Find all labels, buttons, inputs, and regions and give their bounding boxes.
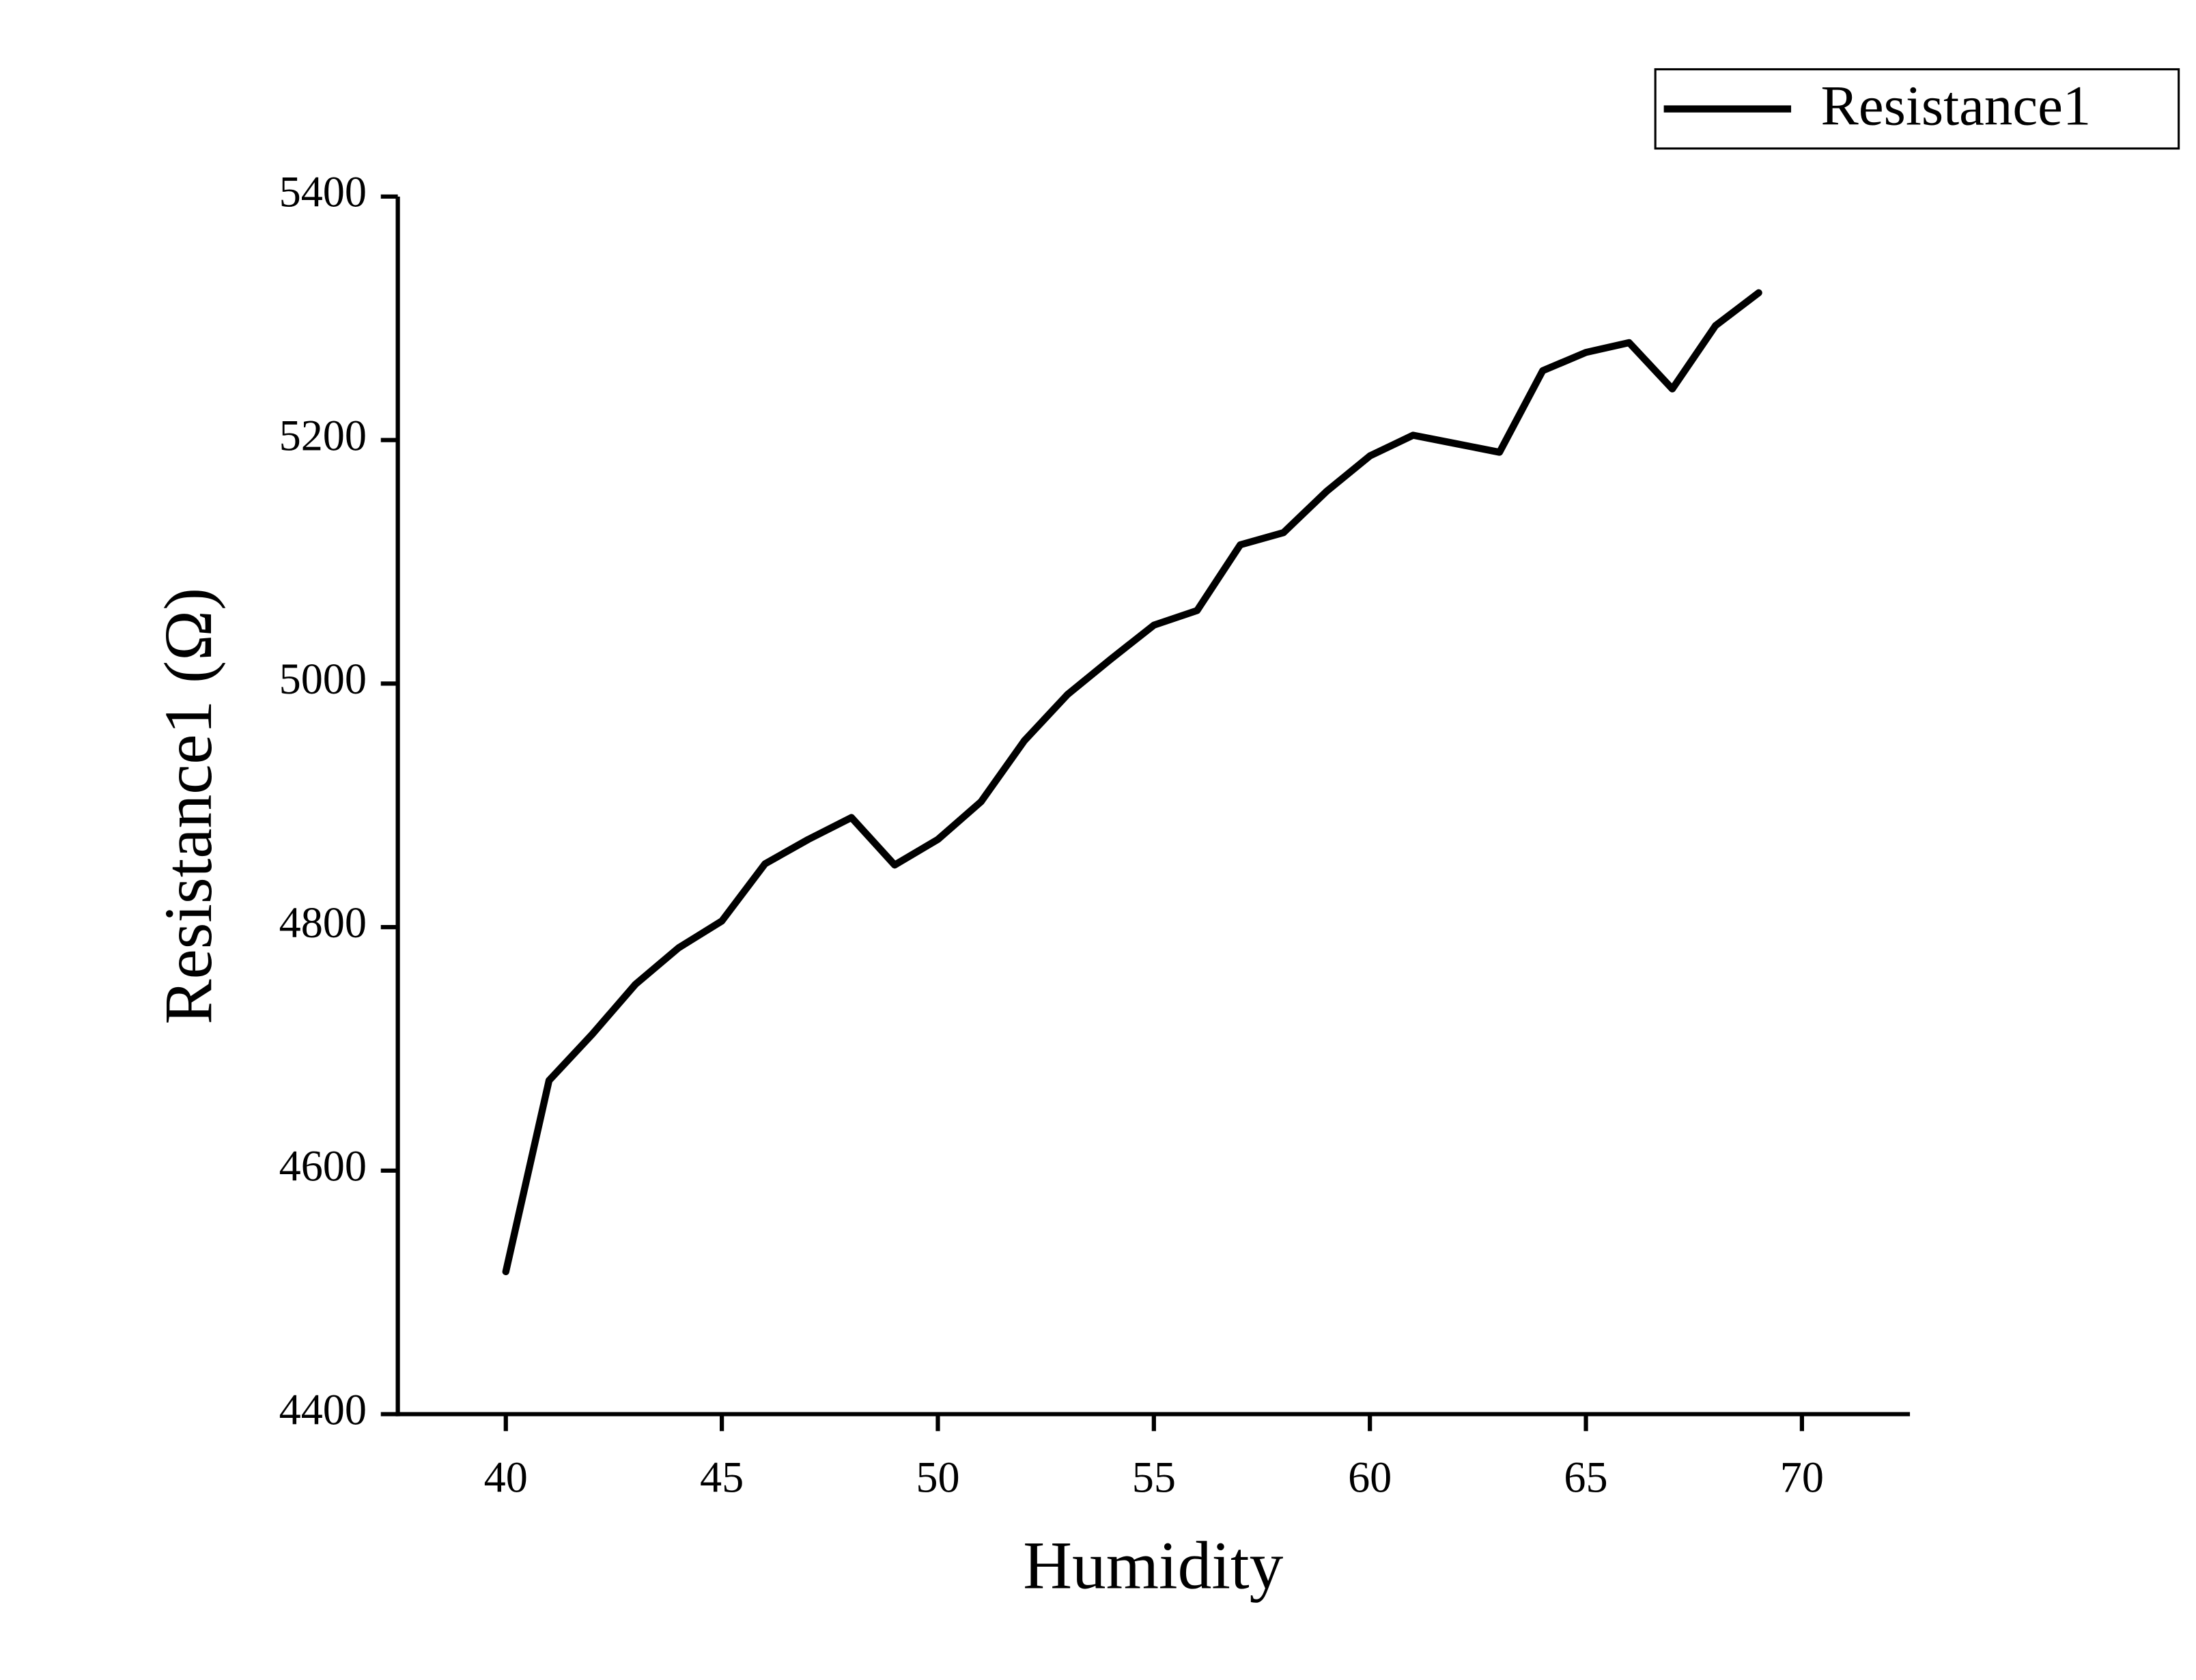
y-tick-label: 4400 bbox=[279, 1385, 367, 1434]
x-tick-label: 60 bbox=[1348, 1453, 1392, 1502]
y-tick-label: 4800 bbox=[279, 898, 367, 947]
legend-label: Resistance1 bbox=[1821, 74, 2092, 137]
x-axis-label: Humidity bbox=[1023, 1527, 1283, 1603]
x-tick-label: 70 bbox=[1780, 1453, 1824, 1502]
y-axis-label: Resistance1 (Ω) bbox=[150, 588, 226, 1025]
y-tick-label: 5400 bbox=[279, 168, 367, 216]
data-line bbox=[502, 289, 1762, 1276]
x-tick-label: 65 bbox=[1564, 1453, 1607, 1502]
y-tick-label: 5200 bbox=[279, 411, 367, 459]
x-tick-label: 40 bbox=[484, 1453, 528, 1502]
y-tick-label: 4600 bbox=[279, 1142, 367, 1191]
x-tick-label: 45 bbox=[700, 1453, 744, 1502]
y-tick-label: 5000 bbox=[279, 655, 367, 703]
x-tick-label: 50 bbox=[916, 1453, 959, 1502]
x-tick-label: 55 bbox=[1132, 1453, 1176, 1502]
